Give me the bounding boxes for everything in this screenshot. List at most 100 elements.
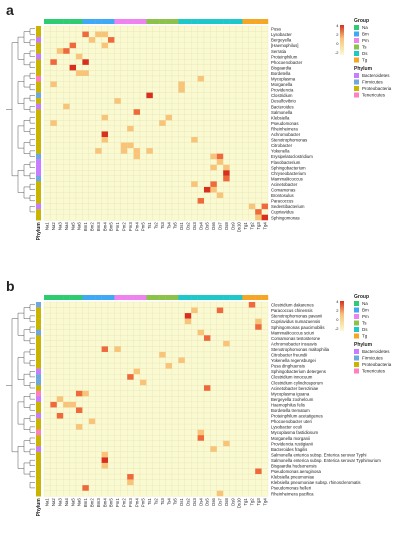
heatmap-cell	[261, 59, 269, 65]
heatmap-cell	[69, 351, 77, 358]
heatmap-cell	[216, 418, 224, 425]
heatmap-cell	[235, 318, 243, 325]
heatmap-cell	[152, 318, 160, 325]
heatmap-cell	[114, 484, 121, 491]
heatmap-cell	[88, 429, 96, 436]
heatmap-cell	[159, 435, 166, 441]
heatmap-cell	[165, 473, 173, 480]
heatmap-cell-high	[255, 468, 262, 475]
group-bar-cell	[152, 295, 160, 300]
heatmap-cell	[261, 351, 269, 358]
heatmap-cell	[120, 435, 128, 441]
heatmap-cell	[114, 479, 121, 486]
heatmap-cell	[248, 457, 256, 464]
heatmap-cell	[114, 208, 121, 215]
heatmap-cell	[197, 312, 205, 319]
heatmap-cell	[69, 59, 77, 65]
heatmap-cell	[159, 385, 166, 391]
heatmap-cell	[159, 208, 166, 215]
heatmap-cell	[50, 396, 57, 403]
heatmap-cell	[216, 340, 224, 347]
heatmap-cell	[127, 301, 134, 308]
heatmap-cell	[210, 98, 217, 104]
heatmap-cell	[229, 368, 237, 375]
heatmap-cell	[223, 159, 230, 165]
heatmap-cell-high	[127, 479, 134, 486]
column-label: Ts4	[166, 222, 171, 229]
heatmap-cell	[178, 53, 185, 60]
heatmap-cell	[242, 197, 249, 204]
heatmap-cell	[63, 147, 70, 154]
heatmap-cell	[165, 214, 173, 221]
heatmap-cell	[69, 490, 77, 497]
heatmap-cell	[197, 131, 205, 138]
heatmap-cell	[95, 136, 102, 143]
row-label: Pseudomonas helleri	[271, 486, 311, 491]
heatmap-cell	[82, 329, 89, 336]
heatmap-cell	[146, 301, 153, 308]
heatmap-cell	[229, 170, 237, 177]
heatmap-cell	[165, 418, 173, 425]
heatmap-cell	[178, 59, 185, 65]
heatmap-cell	[223, 31, 230, 38]
heatmap-cell	[191, 468, 198, 475]
heatmap-cell	[139, 197, 147, 204]
heatmap-cell	[261, 109, 269, 115]
heatmap-cell	[133, 214, 141, 221]
heatmap-cell	[56, 103, 64, 110]
heatmap-cell	[63, 92, 70, 99]
heatmap-cell	[75, 147, 83, 154]
heatmap-cell	[203, 401, 211, 408]
heatmap-cell	[56, 418, 64, 425]
heatmap-cell	[56, 92, 64, 99]
heatmap-cell	[43, 48, 51, 54]
heatmap-cell	[146, 86, 153, 93]
row-label: Clostridium innocuum	[271, 375, 313, 380]
heatmap-cell	[171, 92, 179, 99]
heatmap-cell	[43, 159, 51, 165]
heatmap-cell	[88, 159, 96, 165]
heatmap-cell	[120, 92, 128, 99]
heatmap-cell	[82, 64, 89, 71]
heatmap-cell	[229, 75, 237, 82]
heatmap-cell	[235, 175, 243, 182]
heatmap-cell	[56, 25, 64, 32]
heatmap-cell	[88, 446, 96, 452]
heatmap-cell	[255, 164, 262, 171]
heatmap-cell	[242, 175, 249, 182]
heatmap-cell	[210, 175, 217, 182]
heatmap-cell	[159, 159, 166, 165]
heatmap-cell	[133, 490, 141, 497]
heatmap-cell	[255, 31, 262, 38]
heatmap-cell	[261, 53, 269, 60]
heatmap-cell	[229, 203, 237, 210]
heatmap-cell	[203, 351, 211, 358]
heatmap-cell	[114, 147, 121, 154]
row-label: Lysobacter	[271, 32, 292, 37]
column-label: Pm5	[141, 498, 146, 507]
heatmap-cell	[88, 357, 96, 364]
heatmap-cell	[229, 307, 237, 314]
heatmap-cell	[56, 59, 64, 65]
heatmap-cell	[146, 440, 153, 447]
heatmap-cell	[75, 48, 83, 54]
heatmap-cell	[184, 407, 192, 414]
phylum-bar-cell	[36, 401, 41, 408]
heatmap-cell	[127, 390, 134, 397]
heatmap-cell	[197, 114, 205, 121]
heatmap-cell	[184, 346, 192, 353]
heatmap-cell	[69, 346, 77, 353]
heatmap-cell	[107, 312, 115, 319]
heatmap-cell	[235, 131, 243, 138]
group-bar-cell	[255, 295, 262, 300]
heatmap-cell	[197, 373, 205, 380]
heatmap-cell	[50, 301, 57, 308]
heatmap-cell	[216, 214, 224, 221]
heatmap-cell	[261, 429, 269, 436]
heatmap-cell	[139, 324, 147, 330]
heatmap-cell	[107, 81, 115, 88]
heatmap-cell	[235, 92, 243, 99]
heatmap-cell	[69, 197, 77, 204]
heatmap-cell	[223, 301, 230, 308]
heatmap-cell	[63, 36, 70, 43]
